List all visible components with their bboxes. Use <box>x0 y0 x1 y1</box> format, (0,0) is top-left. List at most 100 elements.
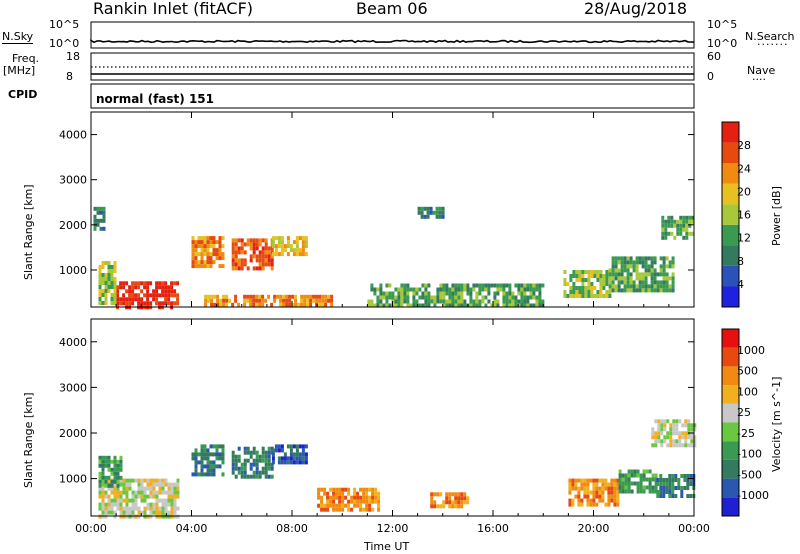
power-cell <box>623 276 627 281</box>
velocity-cell <box>298 452 302 457</box>
velocity-cell <box>662 486 666 490</box>
power-cell <box>478 283 482 288</box>
velocity-cell <box>107 475 111 480</box>
velocity-cell <box>362 491 366 496</box>
power-cell <box>569 286 573 290</box>
cpid-label: CPID <box>8 88 38 101</box>
power-cell <box>644 268 648 273</box>
velocity-cell <box>669 431 673 436</box>
power-cell <box>203 264 207 269</box>
velocity-cell <box>280 456 284 461</box>
velocity-cell <box>571 482 575 487</box>
power-cell <box>665 264 669 269</box>
power-cell <box>231 242 235 247</box>
power-cell <box>394 303 398 308</box>
velocity-cell <box>636 469 640 474</box>
power-cell <box>225 294 229 299</box>
velocity-cell <box>654 439 658 444</box>
power-cell <box>403 291 407 296</box>
power-cell <box>295 236 299 241</box>
power-cell <box>661 219 665 224</box>
power-cell <box>499 283 503 288</box>
velocity-colorbar-swatch <box>722 366 739 386</box>
power-cell <box>626 284 630 289</box>
velocity-cell <box>167 482 171 487</box>
velocity-cell <box>234 474 238 479</box>
power-cell <box>490 303 494 308</box>
velocity-cell <box>264 474 268 479</box>
power-cell <box>234 254 238 259</box>
power-cell <box>593 286 597 290</box>
power-cell <box>623 284 627 289</box>
velocity-cell <box>656 494 660 498</box>
velocity-cell <box>116 463 120 468</box>
power-cell <box>427 299 431 304</box>
power-cell <box>535 303 539 308</box>
power-cell <box>417 210 421 215</box>
power-cell <box>611 256 615 261</box>
velocity-cell <box>243 462 247 467</box>
power-cell <box>673 235 677 240</box>
velocity-cell <box>119 482 123 487</box>
power-cell <box>685 227 689 232</box>
power-cell <box>526 299 530 304</box>
velocity-cell <box>654 435 658 440</box>
power-cell <box>415 299 419 304</box>
velocity-cell <box>116 475 120 480</box>
velocity-cell <box>206 456 210 461</box>
power-cell <box>429 206 433 211</box>
power-cell <box>644 272 648 277</box>
power-cell <box>463 299 467 304</box>
power-cell <box>285 302 289 307</box>
power-cell <box>581 286 585 290</box>
velocity-cell <box>607 494 611 499</box>
power-cell <box>258 258 262 263</box>
power-cell <box>472 303 476 308</box>
velocity-cell <box>116 467 120 472</box>
power-cell <box>517 299 521 304</box>
velocity-cell <box>621 473 625 478</box>
velocity-cell <box>687 423 691 428</box>
power-cell <box>478 299 482 304</box>
x-tick-label: 04:00 <box>176 522 208 535</box>
power-cell <box>303 298 307 303</box>
power-cell <box>234 258 238 263</box>
velocity-cell <box>642 473 646 478</box>
power-cell <box>688 231 692 236</box>
power-cell <box>237 302 241 307</box>
power-cell <box>170 293 174 298</box>
velocity-cell <box>173 502 177 507</box>
power-ytick-label: 3000 <box>59 174 87 187</box>
power-cell <box>255 302 259 307</box>
velocity-cell <box>654 443 658 448</box>
velocity-cell <box>362 507 366 512</box>
power-cell <box>584 278 588 282</box>
velocity-cell <box>200 468 204 473</box>
power-cell <box>538 291 542 296</box>
velocity-cell <box>173 494 177 499</box>
power-cell <box>430 299 434 304</box>
power-cell <box>101 277 105 281</box>
power-cell <box>508 299 512 304</box>
velocity-cell <box>460 496 464 501</box>
power-cell <box>400 299 404 304</box>
velocity-cell <box>448 496 452 501</box>
velocity-cell <box>442 500 446 505</box>
power-cell <box>626 264 630 269</box>
velocity-cell <box>101 475 105 480</box>
velocity-cell <box>317 503 321 508</box>
power-cell <box>283 244 287 249</box>
power-cell <box>523 303 527 308</box>
velocity-cell <box>149 510 153 515</box>
velocity-colorbar-swatch <box>722 459 739 479</box>
power-cell <box>532 291 536 296</box>
power-cell <box>650 276 654 281</box>
velocity-cell <box>137 510 141 515</box>
velocity-cell <box>237 466 241 471</box>
velocity-cell <box>687 435 691 440</box>
power-cell <box>676 223 680 228</box>
power-cell <box>484 295 488 300</box>
velocity-cell <box>128 506 132 511</box>
velocity-cell <box>320 495 324 500</box>
velocity-cell <box>304 452 308 457</box>
